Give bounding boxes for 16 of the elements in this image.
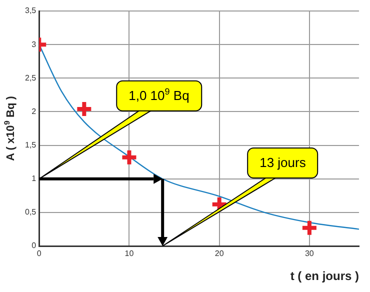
x-tick-label: 30 [304, 249, 314, 258]
x-axis-title: t ( en jours ) [290, 269, 359, 284]
y-tick-label: 2 [32, 106, 37, 116]
y-tick-label: 2,5 [24, 73, 37, 82]
y-tick-label: 1,5 [24, 140, 37, 150]
annotation: 13 jours [260, 155, 306, 171]
y-tick-label: 0 [32, 241, 37, 250]
point [300, 218, 318, 237]
y-tick-label: 3,5 [24, 6, 37, 16]
annotation: 1,0 10$^{9}$ Bq [128, 86, 190, 104]
x-tick-label: 10 [124, 249, 134, 258]
y-tick-label: 1 [32, 174, 37, 184]
y-tick-label: 3 [32, 40, 37, 49]
x-tick-label: 20 [214, 249, 224, 258]
point [120, 148, 138, 166]
y-tick-label: 0,5 [24, 208, 37, 217]
